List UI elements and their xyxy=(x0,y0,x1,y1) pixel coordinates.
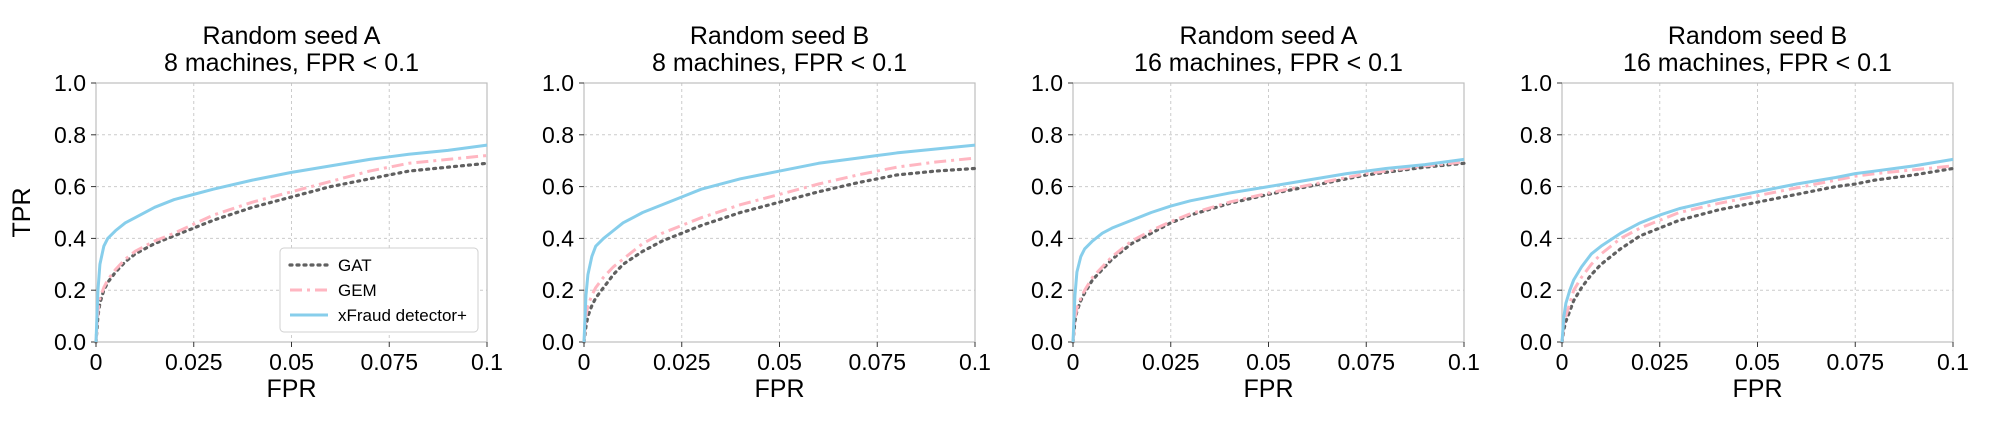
x-tick-label: 0.05 xyxy=(757,349,802,375)
y-tick-label: 1.0 xyxy=(1520,70,1552,96)
series-line-gem xyxy=(582,156,976,343)
y-tick-label: 1.0 xyxy=(54,70,86,96)
x-tick-label: 0.05 xyxy=(1246,349,1291,375)
x-tick-label: 0 xyxy=(1067,349,1080,375)
y-tick-label: 0.0 xyxy=(542,329,574,355)
y-tick-label: 0.4 xyxy=(542,225,574,251)
y-tick-label: 0.8 xyxy=(1520,122,1552,148)
legend-label-gem: GEM xyxy=(338,281,377,300)
y-tick-label: 0.8 xyxy=(542,122,574,148)
x-tick-label: 0.075 xyxy=(848,349,906,375)
y-tick-label: 0.0 xyxy=(1520,329,1552,355)
y-tick-label: 0.0 xyxy=(1031,329,1063,355)
y-tick-label: 0.6 xyxy=(1031,174,1063,200)
y-tick-label: 0.2 xyxy=(542,277,574,303)
x-tick-label: 0 xyxy=(578,349,591,375)
x-tick-label: 0.05 xyxy=(1735,349,1780,375)
panel-title-line2: 16 machines, FPR < 0.1 xyxy=(1134,49,1403,77)
y-tick-label: 0.2 xyxy=(1520,277,1552,303)
x-tick-label: 0.05 xyxy=(269,349,314,375)
x-axis-label: FPR xyxy=(1733,375,1783,403)
x-tick-label: 0.075 xyxy=(1337,349,1395,375)
x-tick-label: 0.025 xyxy=(1142,349,1200,375)
y-tick-label: 0.4 xyxy=(1031,225,1063,251)
x-tick-label: 0.075 xyxy=(1826,349,1884,375)
series-line-xfraud-detector xyxy=(582,143,976,343)
panel-title-line1: Random seed B xyxy=(1668,22,1847,50)
panel-1: Random seed A8 machines, FPR < 0.1 0 0.025… xyxy=(8,22,503,403)
x-axis-label: FPR xyxy=(267,375,317,403)
panel-title-line2: 8 machines, FPR < 0.1 xyxy=(652,49,907,77)
panel-4: Random seed B16 machines, FPR < 0.1 0 0.02… xyxy=(1520,22,1969,403)
panel-title-line1: Random seed A xyxy=(203,22,381,50)
x-tick-label: 0.1 xyxy=(471,349,503,375)
y-axis-label: TPR xyxy=(8,188,36,238)
panel-3: Random seed A16 machines, FPR < 0.1 0 0.02… xyxy=(1031,22,1480,403)
x-tick-label: 0.1 xyxy=(1937,349,1969,375)
y-tick-label: 0.8 xyxy=(1031,122,1063,148)
x-axis-label: FPR xyxy=(755,375,805,403)
y-tick-label: 0.4 xyxy=(1520,225,1552,251)
y-tick-label: 0.2 xyxy=(1031,277,1063,303)
x-tick-label: 0.025 xyxy=(1631,349,1689,375)
series-line-xfraud-detector xyxy=(94,143,488,343)
series-line-xfraud-detector xyxy=(1560,157,1954,343)
y-tick-label: 0.6 xyxy=(54,174,86,200)
series-line-gat xyxy=(94,161,489,344)
panel-title-line2: 16 machines, FPR < 0.1 xyxy=(1623,49,1892,77)
x-tick-label: 0.025 xyxy=(653,349,711,375)
legend-label-gat: GAT xyxy=(338,256,372,275)
legend-label-xfraud-detector: xFraud detector+ xyxy=(338,306,467,325)
series-line-gem xyxy=(94,154,488,343)
series-line-gat xyxy=(1560,166,1955,344)
y-tick-label: 0.8 xyxy=(54,122,86,148)
panel-title-line1: Random seed A xyxy=(1180,22,1358,50)
y-tick-label: 0.4 xyxy=(54,225,86,251)
y-tick-label: 0.6 xyxy=(1520,174,1552,200)
panel-title-line2: 8 machines, FPR < 0.1 xyxy=(164,49,419,77)
y-tick-label: 0.2 xyxy=(54,277,86,303)
y-tick-label: 1.0 xyxy=(1031,70,1063,96)
x-tick-label: 0 xyxy=(90,349,103,375)
x-tick-label: 0 xyxy=(1556,349,1569,375)
series-line-gem xyxy=(1560,164,1954,343)
x-tick-label: 0.075 xyxy=(360,349,418,375)
y-tick-label: 1.0 xyxy=(542,70,574,96)
panel-2: Random seed B8 machines, FPR < 0.1 0 0.025… xyxy=(542,22,991,403)
legend: GAT GEM xFraud detector+ xyxy=(279,247,479,333)
series-line-gat xyxy=(582,166,977,344)
x-tick-label: 0.025 xyxy=(165,349,223,375)
legend-box xyxy=(279,247,479,333)
series-line-gem xyxy=(1071,160,1465,343)
x-axis-label: FPR xyxy=(1244,375,1294,403)
x-tick-label: 0.1 xyxy=(1448,349,1480,375)
series-line-xfraud-detector xyxy=(1071,157,1465,343)
panel-title-line1: Random seed B xyxy=(690,22,869,50)
y-tick-label: 0.6 xyxy=(542,174,574,200)
y-tick-label: 0.0 xyxy=(54,329,86,355)
x-tick-label: 0.1 xyxy=(959,349,991,375)
